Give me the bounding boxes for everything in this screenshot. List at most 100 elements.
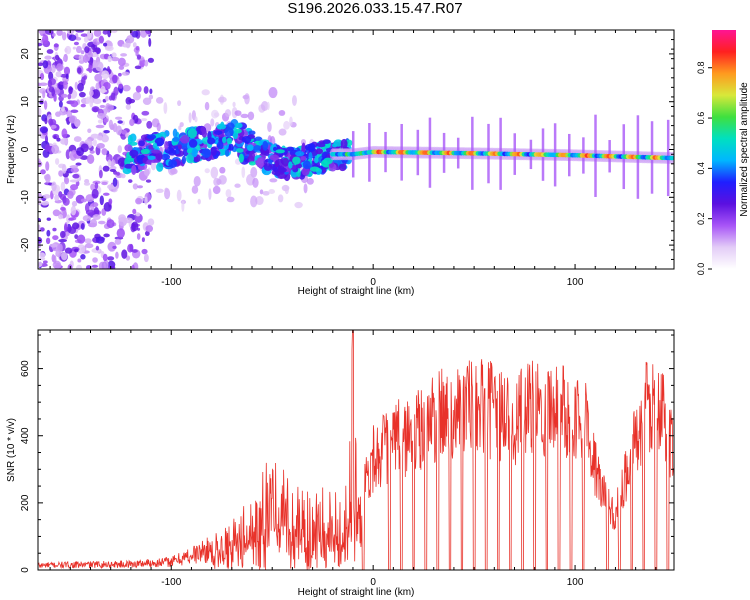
spectrogram-cell	[193, 175, 201, 187]
spectrogram-cell	[247, 111, 255, 121]
spectrogram-cell	[135, 197, 143, 205]
x-axis-label: Height of straight line (km)	[298, 587, 415, 598]
spectrogram-cell	[75, 36, 82, 41]
spectrogram-cell	[131, 221, 139, 232]
spectrogram-cell	[180, 135, 190, 144]
spectrogram-cell	[58, 170, 64, 177]
spectrogram-cell	[38, 82, 48, 87]
spectrogram-cell	[124, 144, 133, 152]
spectrogram-cell	[289, 116, 293, 127]
spectrogram-cell	[78, 54, 85, 62]
spectrogram-cell	[117, 145, 122, 154]
spectrogram-cell	[43, 100, 48, 110]
spectrogram-cell	[141, 110, 150, 116]
spectrogram-cell	[226, 196, 235, 203]
spectrogram-cell	[129, 118, 135, 127]
spectrogram-cell	[67, 93, 72, 100]
spectrogram-cell	[38, 62, 44, 67]
spectrogram-cell	[103, 259, 109, 269]
spectrogram-cell	[254, 136, 263, 141]
x-tick-label: 0	[370, 577, 376, 588]
spectrogram-cell	[115, 251, 119, 259]
spectrogram-cell	[107, 241, 117, 252]
spectrogram-cell	[136, 233, 141, 240]
spectrogram-cell	[112, 177, 118, 187]
spectrogram-cell	[150, 149, 161, 154]
spectrogram-cell	[244, 93, 250, 105]
spectrogram-cell	[85, 96, 90, 105]
spectrogram-cell	[53, 43, 59, 48]
spectrogram-cell	[55, 250, 62, 258]
spectrogram-cell	[132, 208, 137, 215]
spectrogram-cell	[64, 45, 72, 55]
spectrogram-cell	[235, 122, 243, 129]
spectrogram-cell	[266, 101, 270, 111]
spectrogram-cell	[234, 110, 242, 117]
spectrogram-cell	[74, 81, 78, 90]
spectrogram-cell	[140, 118, 148, 122]
spectrogram-cell	[56, 137, 61, 142]
spectrogram-cell	[155, 188, 164, 193]
spectrogram-cell	[77, 234, 86, 244]
spectrogram-cell	[208, 188, 212, 200]
spectrogram-cell	[102, 253, 108, 262]
spectrogram-cell	[216, 141, 224, 150]
spectrogram-cell	[248, 130, 256, 136]
spectrogram-cell	[125, 96, 132, 105]
spectrogram-cell	[79, 155, 89, 160]
spectrogram-cell	[101, 134, 109, 143]
spectrogram-cell	[92, 51, 97, 57]
spectrogram-cell	[248, 150, 255, 160]
spectrogram-cell	[93, 30, 102, 37]
spectrogram-cell	[105, 95, 109, 102]
x-tick-label: 100	[567, 577, 584, 588]
spectrogram-cell	[114, 238, 122, 245]
spectrogram-cell	[314, 157, 319, 164]
spectrogram-cell	[96, 143, 105, 149]
spectrogram-cell	[89, 150, 95, 154]
spectrogram-cell	[72, 46, 77, 50]
spectrogram-cell	[64, 177, 70, 185]
spectrogram-cell	[181, 155, 187, 165]
spectrogram-cell	[90, 133, 100, 139]
spectrogram-cell	[82, 54, 89, 63]
spectrogram-cell	[71, 200, 78, 207]
spectrogram-cell	[80, 50, 85, 55]
spectrogram-cell	[46, 217, 52, 221]
spectrogram-cell	[669, 155, 674, 161]
spectrogram-cell	[256, 158, 264, 168]
spectrogram-cell	[131, 30, 139, 38]
spectrogram-cell	[68, 34, 77, 41]
spectrogram-cell	[267, 121, 272, 133]
spectrogram-cell	[38, 30, 47, 34]
colorbar-tick-label: 0.4	[696, 162, 706, 175]
snr-panel: -100 0 100 0 200 400 600 Height of straight lin…	[6, 329, 675, 598]
spectrogram-cell	[268, 188, 276, 195]
spectrogram-cell	[99, 104, 106, 109]
spectrogram-cell	[134, 65, 142, 70]
spectrogram-cell	[106, 104, 114, 111]
spectrogram-cell	[118, 65, 125, 70]
x-tick-label: 100	[567, 277, 584, 288]
spectrogram-cell	[148, 37, 152, 47]
spectrogram-cell	[89, 90, 94, 97]
spectrogram-cell	[274, 160, 279, 168]
spectrogram-cell	[218, 174, 227, 185]
spectrogram-cell	[115, 125, 122, 136]
spectrogram-cell	[50, 124, 57, 129]
spectrogram-cell	[187, 128, 198, 139]
spectrogram-cell	[338, 163, 347, 172]
spectrogram-cell	[101, 181, 108, 186]
spectrogram-cell	[39, 72, 45, 81]
spectrogram-cell	[48, 118, 54, 126]
spectrogram-cell	[111, 265, 116, 269]
spectrogram-cell	[76, 147, 85, 157]
y-tick-label: 0	[20, 146, 31, 152]
spectrogram-cell	[118, 72, 122, 77]
spectrogram-cell	[58, 214, 64, 220]
spectrogram-cell	[60, 106, 65, 112]
spectrogram-cell	[42, 260, 48, 264]
spectrogram-cell	[224, 109, 232, 118]
spectrogram-cell	[146, 159, 152, 165]
spectrogram-cell	[63, 66, 71, 76]
